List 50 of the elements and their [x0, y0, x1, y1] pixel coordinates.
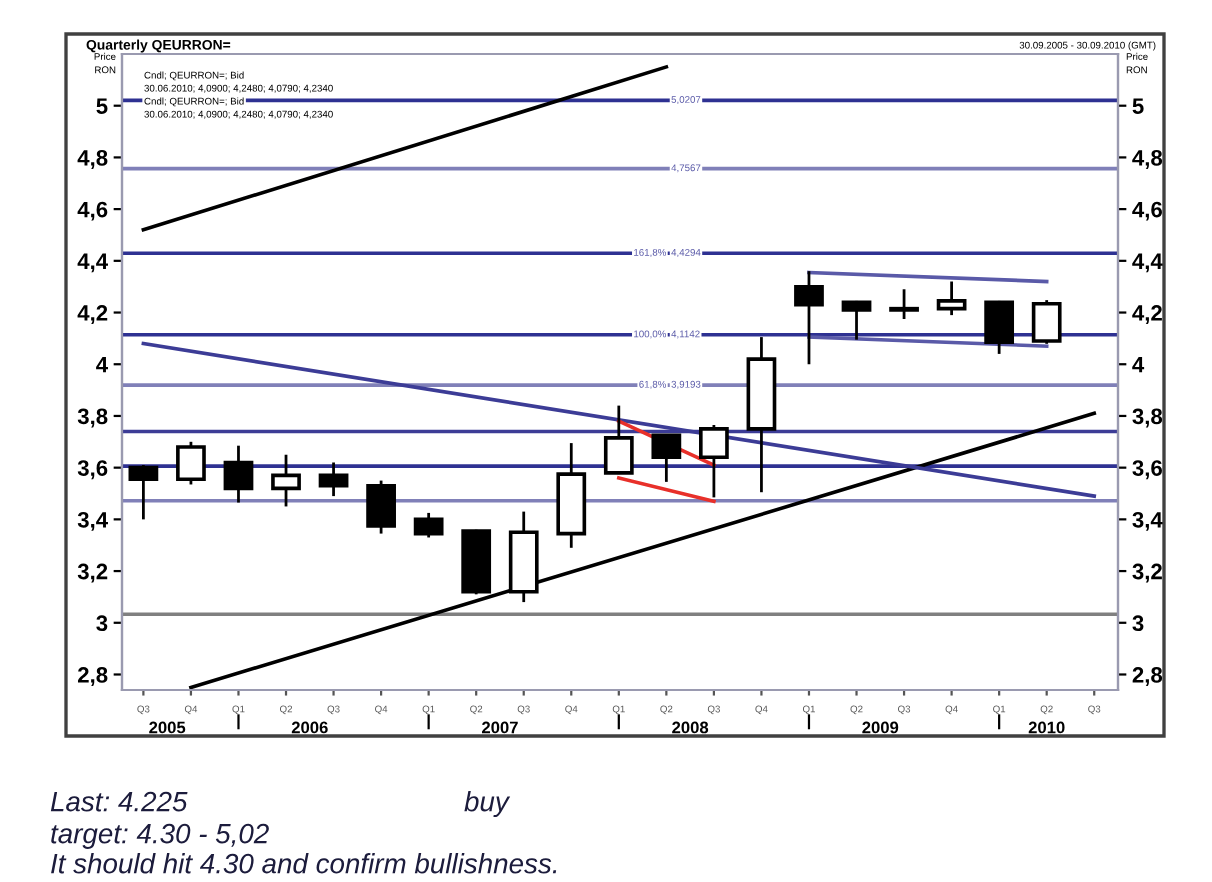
- candlestick: [318, 461, 349, 498]
- candlestick: [936, 280, 967, 317]
- y-tick-label: 2,8: [77, 667, 108, 686]
- y-tick-label: 3,6: [77, 460, 108, 480]
- text: Last: 4.225: [50, 791, 188, 812]
- candlestick: [984, 299, 1015, 356]
- y-tick-label: 5: [96, 98, 108, 114]
- candlestick: [413, 511, 444, 539]
- y2-tick-label: 5: [1132, 98, 1144, 114]
- candlestick: [699, 423, 729, 499]
- y-tick-label: 4,4: [77, 253, 108, 273]
- y2-tick-label: 4,2: [1132, 305, 1162, 325]
- candlestick: [271, 453, 301, 508]
- text: 2005: [149, 721, 186, 734]
- candlestick: [223, 444, 254, 504]
- y2-tick-label: 2,8: [1132, 667, 1163, 686]
- text: It should hit 4.30 and confirm bullishness.: [51, 853, 557, 874]
- y-tick-label: 3: [96, 615, 108, 632]
- text: buy: [464, 791, 511, 817]
- text: 2007: [482, 721, 518, 734]
- y-tick-label: 4,2: [77, 305, 108, 325]
- candlestick: [603, 404, 634, 476]
- candlestick: [794, 269, 824, 366]
- y2-tick-label: 3,4: [1132, 511, 1163, 531]
- y-tick-label: 4: [96, 357, 108, 373]
- y2-tick-label: 4: [1132, 357, 1145, 373]
- y-tick-label: 4,6: [77, 201, 108, 221]
- y2-tick-label: 4,6: [1132, 201, 1162, 221]
- candlestick: [889, 287, 919, 321]
- text: 2009: [862, 721, 899, 734]
- y2-tick-label: 3,6: [1132, 460, 1162, 480]
- y2-tick-label: 4,8: [1132, 149, 1163, 169]
- candlestick: [366, 479, 396, 535]
- candlestick: [176, 440, 206, 486]
- y-tick-label: 3,4: [77, 511, 108, 531]
- candlestick: [128, 463, 159, 521]
- y-tick-label: 3,8: [77, 408, 108, 428]
- y-tick-label: 3,2: [77, 563, 108, 583]
- candlestick: [651, 432, 682, 484]
- y2-tick-label: 4,4: [1132, 253, 1163, 273]
- text: target: 4.30 - 5,02: [51, 823, 269, 849]
- text: 2008: [672, 721, 709, 734]
- y2-tick-label: 3: [1132, 615, 1144, 632]
- candlestick: [841, 299, 872, 342]
- y-tick-label: 4,8: [77, 149, 108, 169]
- text: 2010: [1028, 721, 1065, 734]
- y2-tick-label: 3,2: [1132, 563, 1162, 583]
- text: 2006: [291, 721, 328, 734]
- y2-tick-label: 3,8: [1132, 408, 1163, 428]
- candlestick: [1031, 298, 1062, 346]
